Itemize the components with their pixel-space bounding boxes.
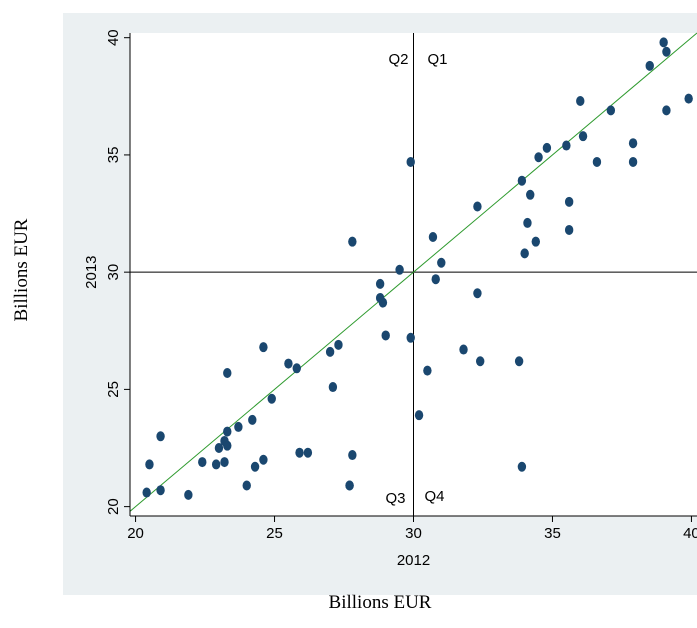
quadrant-labels: Q1 Q2 Q3 Q4: [385, 51, 447, 507]
y-tick-label: 25: [105, 381, 122, 398]
data-point: [531, 236, 540, 247]
data-point: [259, 342, 268, 353]
data-point: [223, 367, 232, 378]
data-point: [214, 443, 224, 454]
data-point: [459, 344, 468, 355]
data-point: [156, 485, 165, 496]
data-point: [267, 393, 276, 404]
x-axis: 20 25 30 35 40: [127, 515, 697, 542]
y-tick-label: 30: [105, 264, 122, 281]
data-point: [406, 332, 415, 343]
data-point: [473, 288, 482, 299]
data-point: [662, 105, 671, 116]
data-point: [514, 356, 524, 367]
data-point: [198, 457, 207, 468]
data-point: [345, 480, 354, 491]
data-point: [234, 421, 243, 432]
y-tick-label: 20: [105, 498, 122, 515]
data-point: [303, 447, 313, 458]
data-point: [328, 382, 338, 393]
data-point: [645, 60, 654, 71]
data-point: [564, 224, 574, 235]
data-point: [220, 457, 229, 468]
data-point: [223, 426, 232, 437]
data-point: [578, 131, 588, 142]
data-point: [406, 156, 415, 167]
data-point: [259, 454, 268, 465]
data-point: [248, 414, 257, 425]
data-point: [325, 346, 335, 357]
data-point: [517, 461, 527, 472]
data-point: [659, 37, 668, 48]
data-point: [292, 363, 301, 374]
data-point: [414, 410, 424, 421]
quadrant-label-q3: Q3: [385, 490, 405, 507]
y-axis: 20 25 30 35 40: [105, 29, 131, 516]
data-point: [142, 487, 151, 498]
data-point: [526, 189, 535, 200]
data-point: [284, 358, 293, 369]
data-point: [381, 330, 390, 341]
data-point: [295, 447, 304, 458]
data-point: [628, 156, 638, 167]
data-point: [592, 156, 602, 167]
data-point: [437, 257, 446, 268]
quadrant-label-q4: Q4: [425, 488, 445, 505]
data-point: [562, 140, 571, 151]
data-point: [473, 201, 482, 212]
data-point: [423, 365, 432, 376]
y-axis-title: 2013: [83, 255, 100, 288]
data-point: [334, 339, 343, 350]
x-tick-label: 40: [683, 525, 697, 542]
y-tick-label: 40: [105, 29, 122, 46]
data-point: [517, 175, 527, 186]
data-point: [395, 264, 404, 275]
data-point: [428, 231, 438, 242]
data-point: [684, 93, 693, 104]
data-point: [378, 297, 388, 308]
quadrant-label-q2: Q2: [388, 51, 408, 68]
outer-y-label: Billions EUR: [11, 218, 32, 322]
data-point: [628, 138, 638, 149]
data-point: [606, 105, 616, 116]
data-point: [542, 142, 552, 153]
data-point: [576, 95, 585, 106]
data-point: [476, 356, 485, 367]
data-point: [211, 459, 221, 470]
x-tick-label: 35: [544, 525, 561, 542]
data-point: [662, 46, 671, 57]
data-point: [431, 274, 440, 285]
x-tick-label: 20: [127, 525, 144, 542]
data-point: [348, 450, 357, 461]
data-points: [142, 37, 693, 500]
x-tick-label: 30: [405, 525, 422, 542]
data-point: [534, 152, 543, 163]
data-point: [523, 217, 532, 228]
data-point: [156, 431, 165, 442]
data-point: [250, 461, 260, 472]
outer-x-label: Billions EUR: [328, 592, 432, 613]
data-point: [564, 196, 574, 207]
quadrant-label-q1: Q1: [428, 51, 448, 68]
data-point: [145, 459, 154, 470]
x-tick-label: 25: [266, 525, 283, 542]
data-point: [223, 440, 232, 451]
data-point: [242, 480, 251, 491]
data-point: [348, 236, 357, 247]
y-tick-label: 35: [105, 147, 122, 164]
data-point: [520, 248, 529, 259]
data-point: [375, 278, 385, 289]
x-axis-title: 2012: [397, 552, 430, 569]
data-point: [184, 489, 193, 500]
